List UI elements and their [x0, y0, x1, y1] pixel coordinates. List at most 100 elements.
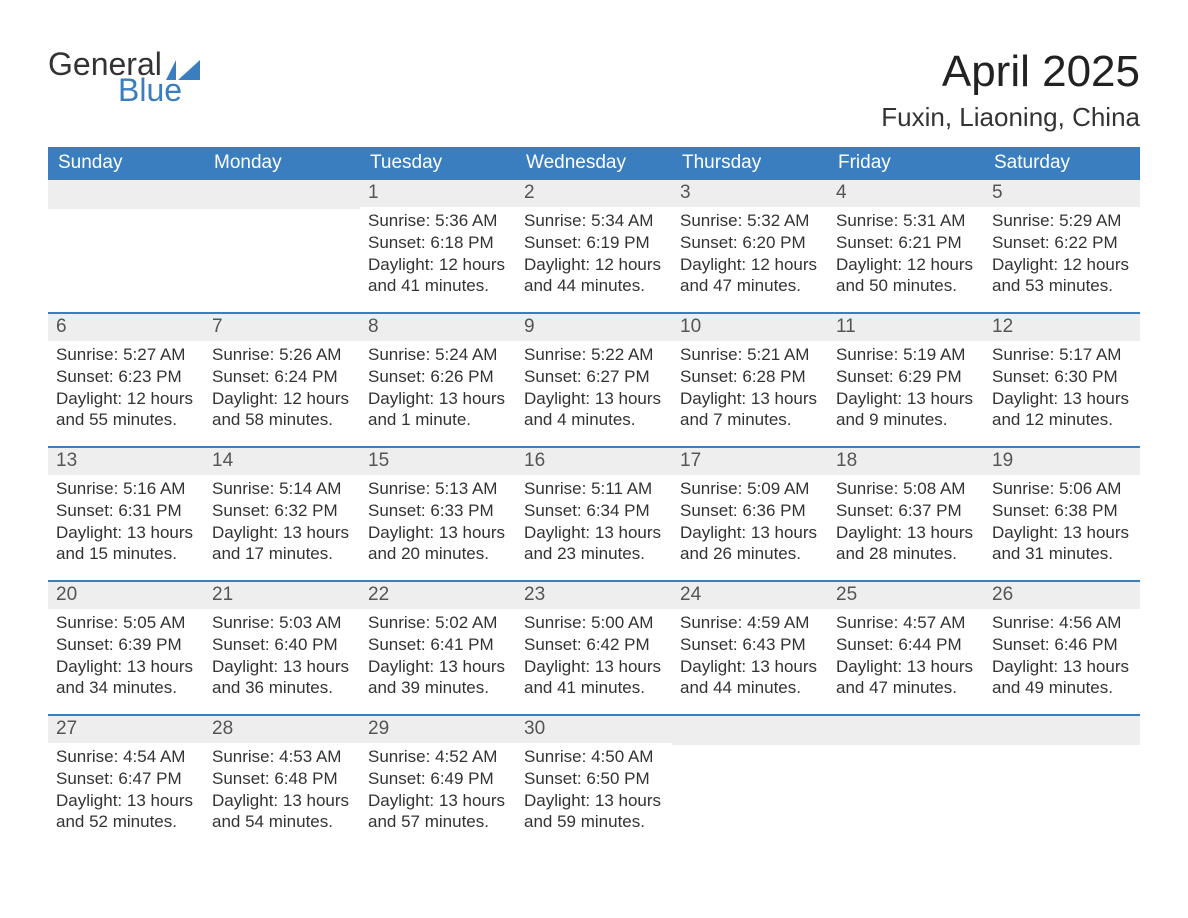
weekday-header: Saturday — [984, 147, 1140, 180]
day-daylight2: and 49 minutes. — [992, 677, 1132, 699]
day-cell: 26Sunrise: 4:56 AMSunset: 6:46 PMDayligh… — [984, 582, 1140, 714]
day-cell: 2Sunrise: 5:34 AMSunset: 6:19 PMDaylight… — [516, 180, 672, 312]
day-cell: 20Sunrise: 5:05 AMSunset: 6:39 PMDayligh… — [48, 582, 204, 714]
day-body: Sunrise: 4:50 AMSunset: 6:50 PMDaylight:… — [516, 743, 672, 839]
day-number: 9 — [516, 314, 672, 341]
week-row: 20Sunrise: 5:05 AMSunset: 6:39 PMDayligh… — [48, 580, 1140, 714]
weekday-header: Friday — [828, 147, 984, 180]
day-cell: 28Sunrise: 4:53 AMSunset: 6:48 PMDayligh… — [204, 716, 360, 848]
day-number — [828, 716, 984, 745]
day-number: 25 — [828, 582, 984, 609]
day-cell: 7Sunrise: 5:26 AMSunset: 6:24 PMDaylight… — [204, 314, 360, 446]
day-cell: 25Sunrise: 4:57 AMSunset: 6:44 PMDayligh… — [828, 582, 984, 714]
day-cell: 1Sunrise: 5:36 AMSunset: 6:18 PMDaylight… — [360, 180, 516, 312]
day-number — [48, 180, 204, 209]
day-daylight2: and 41 minutes. — [524, 677, 664, 699]
day-sunrise: Sunrise: 5:36 AM — [368, 210, 508, 232]
weekday-header: Sunday — [48, 147, 204, 180]
day-number: 23 — [516, 582, 672, 609]
day-sunrise: Sunrise: 5:29 AM — [992, 210, 1132, 232]
day-sunrise: Sunrise: 5:02 AM — [368, 612, 508, 634]
day-number: 28 — [204, 716, 360, 743]
day-number: 19 — [984, 448, 1140, 475]
day-cell: 24Sunrise: 4:59 AMSunset: 6:43 PMDayligh… — [672, 582, 828, 714]
day-daylight2: and 52 minutes. — [56, 811, 196, 833]
day-sunset: Sunset: 6:34 PM — [524, 500, 664, 522]
day-sunset: Sunset: 6:32 PM — [212, 500, 352, 522]
day-daylight2: and 7 minutes. — [680, 409, 820, 431]
day-sunrise: Sunrise: 5:06 AM — [992, 478, 1132, 500]
day-number: 10 — [672, 314, 828, 341]
day-body: Sunrise: 5:00 AMSunset: 6:42 PMDaylight:… — [516, 609, 672, 705]
day-daylight1: Daylight: 13 hours — [368, 790, 508, 812]
day-daylight2: and 54 minutes. — [212, 811, 352, 833]
logo: General Blue — [48, 48, 200, 106]
day-cell: 11Sunrise: 5:19 AMSunset: 6:29 PMDayligh… — [828, 314, 984, 446]
day-cell: 21Sunrise: 5:03 AMSunset: 6:40 PMDayligh… — [204, 582, 360, 714]
day-body: Sunrise: 5:13 AMSunset: 6:33 PMDaylight:… — [360, 475, 516, 571]
day-sunset: Sunset: 6:30 PM — [992, 366, 1132, 388]
day-body: Sunrise: 5:21 AMSunset: 6:28 PMDaylight:… — [672, 341, 828, 437]
day-cell: 29Sunrise: 4:52 AMSunset: 6:49 PMDayligh… — [360, 716, 516, 848]
day-sunrise: Sunrise: 5:19 AM — [836, 344, 976, 366]
day-body: Sunrise: 4:52 AMSunset: 6:49 PMDaylight:… — [360, 743, 516, 839]
day-sunrise: Sunrise: 4:56 AM — [992, 612, 1132, 634]
day-cell: 12Sunrise: 5:17 AMSunset: 6:30 PMDayligh… — [984, 314, 1140, 446]
day-daylight1: Daylight: 13 hours — [56, 790, 196, 812]
day-sunset: Sunset: 6:22 PM — [992, 232, 1132, 254]
day-sunset: Sunset: 6:40 PM — [212, 634, 352, 656]
calendar-page: General Blue April 2025 Fuxin, Liaoning,… — [0, 0, 1188, 918]
calendar: Sunday Monday Tuesday Wednesday Thursday… — [48, 147, 1140, 848]
day-sunrise: Sunrise: 5:24 AM — [368, 344, 508, 366]
day-sunrise: Sunrise: 4:52 AM — [368, 746, 508, 768]
day-body: Sunrise: 4:59 AMSunset: 6:43 PMDaylight:… — [672, 609, 828, 705]
day-cell: 16Sunrise: 5:11 AMSunset: 6:34 PMDayligh… — [516, 448, 672, 580]
day-sunset: Sunset: 6:27 PM — [524, 366, 664, 388]
day-daylight1: Daylight: 13 hours — [368, 522, 508, 544]
day-body: Sunrise: 5:36 AMSunset: 6:18 PMDaylight:… — [360, 207, 516, 303]
day-cell: 27Sunrise: 4:54 AMSunset: 6:47 PMDayligh… — [48, 716, 204, 848]
day-daylight2: and 57 minutes. — [368, 811, 508, 833]
day-sunset: Sunset: 6:39 PM — [56, 634, 196, 656]
day-sunset: Sunset: 6:49 PM — [368, 768, 508, 790]
day-number: 13 — [48, 448, 204, 475]
day-cell — [984, 716, 1140, 848]
week-row: 6Sunrise: 5:27 AMSunset: 6:23 PMDaylight… — [48, 312, 1140, 446]
header: General Blue April 2025 Fuxin, Liaoning,… — [48, 48, 1140, 133]
day-sunset: Sunset: 6:46 PM — [992, 634, 1132, 656]
day-cell: 4Sunrise: 5:31 AMSunset: 6:21 PMDaylight… — [828, 180, 984, 312]
day-number: 16 — [516, 448, 672, 475]
day-sunrise: Sunrise: 5:09 AM — [680, 478, 820, 500]
day-number: 22 — [360, 582, 516, 609]
week-row: 13Sunrise: 5:16 AMSunset: 6:31 PMDayligh… — [48, 446, 1140, 580]
day-daylight2: and 31 minutes. — [992, 543, 1132, 565]
day-body: Sunrise: 4:57 AMSunset: 6:44 PMDaylight:… — [828, 609, 984, 705]
day-cell: 9Sunrise: 5:22 AMSunset: 6:27 PMDaylight… — [516, 314, 672, 446]
day-body: Sunrise: 5:22 AMSunset: 6:27 PMDaylight:… — [516, 341, 672, 437]
day-number: 7 — [204, 314, 360, 341]
day-number: 17 — [672, 448, 828, 475]
day-sunset: Sunset: 6:18 PM — [368, 232, 508, 254]
day-cell: 8Sunrise: 5:24 AMSunset: 6:26 PMDaylight… — [360, 314, 516, 446]
day-cell: 19Sunrise: 5:06 AMSunset: 6:38 PMDayligh… — [984, 448, 1140, 580]
day-cell: 18Sunrise: 5:08 AMSunset: 6:37 PMDayligh… — [828, 448, 984, 580]
day-daylight1: Daylight: 13 hours — [524, 388, 664, 410]
day-body: Sunrise: 5:26 AMSunset: 6:24 PMDaylight:… — [204, 341, 360, 437]
day-sunrise: Sunrise: 4:53 AM — [212, 746, 352, 768]
day-sunset: Sunset: 6:21 PM — [836, 232, 976, 254]
day-number: 14 — [204, 448, 360, 475]
day-daylight1: Daylight: 13 hours — [836, 656, 976, 678]
day-daylight2: and 59 minutes. — [524, 811, 664, 833]
day-daylight2: and 53 minutes. — [992, 275, 1132, 297]
day-number: 15 — [360, 448, 516, 475]
day-daylight1: Daylight: 13 hours — [992, 388, 1132, 410]
day-number: 18 — [828, 448, 984, 475]
day-cell: 5Sunrise: 5:29 AMSunset: 6:22 PMDaylight… — [984, 180, 1140, 312]
weekday-header: Thursday — [672, 147, 828, 180]
weekday-header: Tuesday — [360, 147, 516, 180]
day-daylight1: Daylight: 13 hours — [212, 656, 352, 678]
day-number: 5 — [984, 180, 1140, 207]
day-sunrise: Sunrise: 5:27 AM — [56, 344, 196, 366]
day-body: Sunrise: 5:17 AMSunset: 6:30 PMDaylight:… — [984, 341, 1140, 437]
day-daylight1: Daylight: 13 hours — [56, 656, 196, 678]
